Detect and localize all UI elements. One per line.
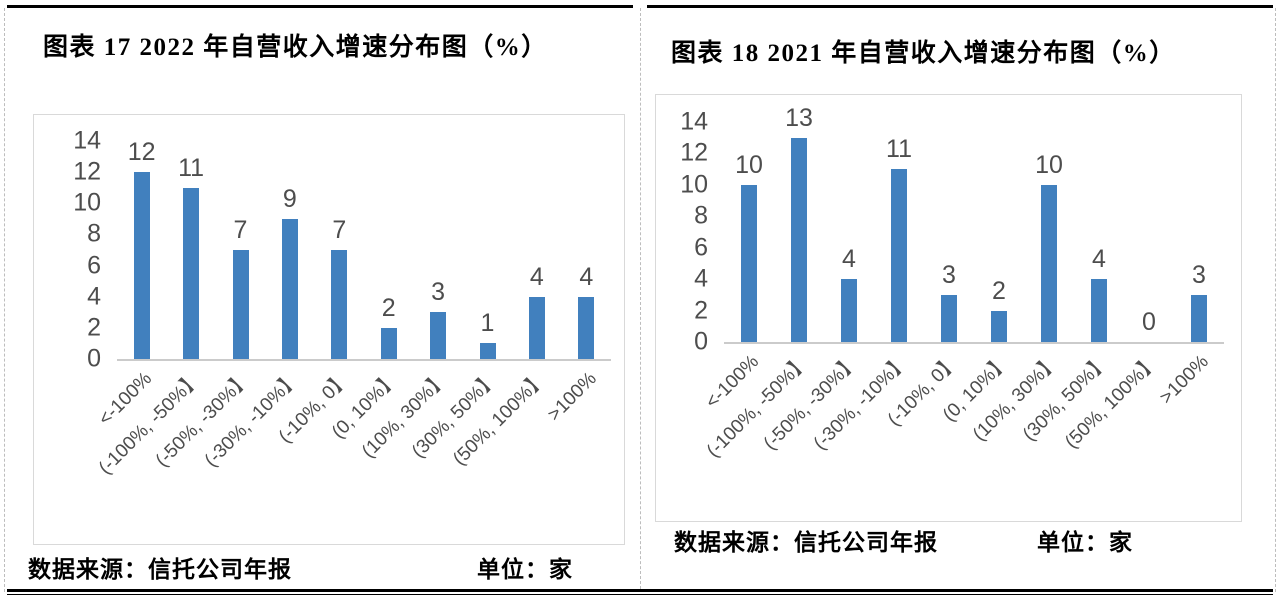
top-border-line-left [7,5,633,8]
bar-value-label: 7 [332,216,347,244]
bar-value-label: 3 [431,278,446,307]
unit-label-2021: 单位：家 [1037,530,1133,555]
bar [578,296,595,359]
bar [479,343,496,359]
left-dashed-border [4,8,5,592]
y-axis-tick-label: 8 [87,219,101,248]
top-border-line-right [647,5,1273,8]
bar [133,172,150,359]
bar-chart-2021: 0 2 4 6 8 10 12 14 10 13 4 11 3 2 10 4 0 3 <-100% (-100%, -… [655,94,1242,522]
y-axis-tick-label: 0 [87,344,101,373]
bar [841,279,857,342]
bar [1091,279,1107,342]
y-axis-tick-label: 2 [87,313,101,342]
bar [991,310,1007,342]
x-axis-category-label: >100% [1156,351,1214,409]
center-dashed-divider [640,8,641,589]
plot-area: 12 11 7 9 7 2 3 1 4 4 [117,140,611,361]
bar-chart-2022: 0 2 4 6 8 10 12 14 12 11 7 9 7 2 3 1 4 4 <-100% (-100%, -50… [33,114,625,545]
y-axis-tick-label: 12 [680,138,708,167]
y-axis-tick-label: 8 [694,201,708,230]
y-axis-tick-label: 2 [694,296,708,325]
x-axis-labels: <-100% (-100%, -50%】 (-50%, -30%】 (-30%, -1… [94,361,611,544]
bar [281,218,298,359]
y-axis-tick-label: 10 [680,170,708,199]
bar-value-label: 3 [1192,260,1206,289]
bar-value-label: 0 [1142,308,1156,336]
y-axis-tick-label: 6 [87,251,101,280]
y-axis-tick-label: 4 [694,264,708,293]
bar-value-label: 12 [127,138,156,167]
bar-value-label: 2 [992,276,1006,305]
bar [741,184,757,342]
bar [331,250,348,359]
plot-area: 10 13 4 11 3 2 10 4 0 3 [724,105,1224,344]
bar-value-label: 7 [233,216,248,244]
y-axis-tick-label: 0 [694,327,708,356]
bar-value-label: 4 [842,245,856,274]
chart-title-2021: 图表 18 2021 年自营收入增速分布图（%） [671,40,1176,67]
bottom-border-line-thin [7,594,1273,595]
bar-value-label: 1 [480,309,495,338]
bar [941,294,957,342]
bar-value-label: 2 [381,293,396,322]
bar-value-label: 10 [1035,150,1063,179]
bar [380,327,397,359]
y-axis-tick-label: 12 [73,157,101,186]
bar [791,137,807,342]
chart-title-2022: 图表 17 2022 年自营收入增速分布图（%） [43,34,548,61]
x-axis-category-label: (50%, 100%】 [1061,351,1164,453]
bar-value-label: 4 [529,262,544,291]
bar [232,250,249,359]
bar-value-label: 9 [282,184,297,213]
y-axis-tick-label: 4 [87,282,101,311]
x-axis-category-label: >100% [543,368,601,426]
source-label-2021: 数据来源：信托公司年报 [674,530,938,555]
bar [430,312,447,359]
bar [1041,184,1057,342]
bottom-border-line-thick [7,589,1273,592]
bar-value-label: 3 [942,260,956,289]
bar [1191,294,1207,342]
bar-value-label: 4 [1092,245,1106,274]
bar-value-label: 13 [785,103,813,132]
bar-value-label: 11 [178,153,205,182]
unit-label-2022: 单位：家 [477,557,573,582]
x-axis-labels: <-100% (-100%, -50%】 (-50%, -30%】 (-30%, -1… [702,344,1224,521]
y-axis-tick-label: 10 [73,188,101,217]
right-dashed-border [1275,8,1276,592]
bar-value-label: 4 [579,262,594,291]
source-label-2022: 数据来源：信托公司年报 [28,557,292,582]
y-axis-tick-label: 14 [680,107,708,136]
bar [183,187,200,359]
bar [891,169,907,342]
bar-value-label: 11 [886,135,912,164]
y-axis-tick-label: 14 [73,126,101,155]
bar-value-label: 10 [735,150,763,179]
bar [528,296,545,359]
y-axis-tick-label: 6 [694,233,708,262]
